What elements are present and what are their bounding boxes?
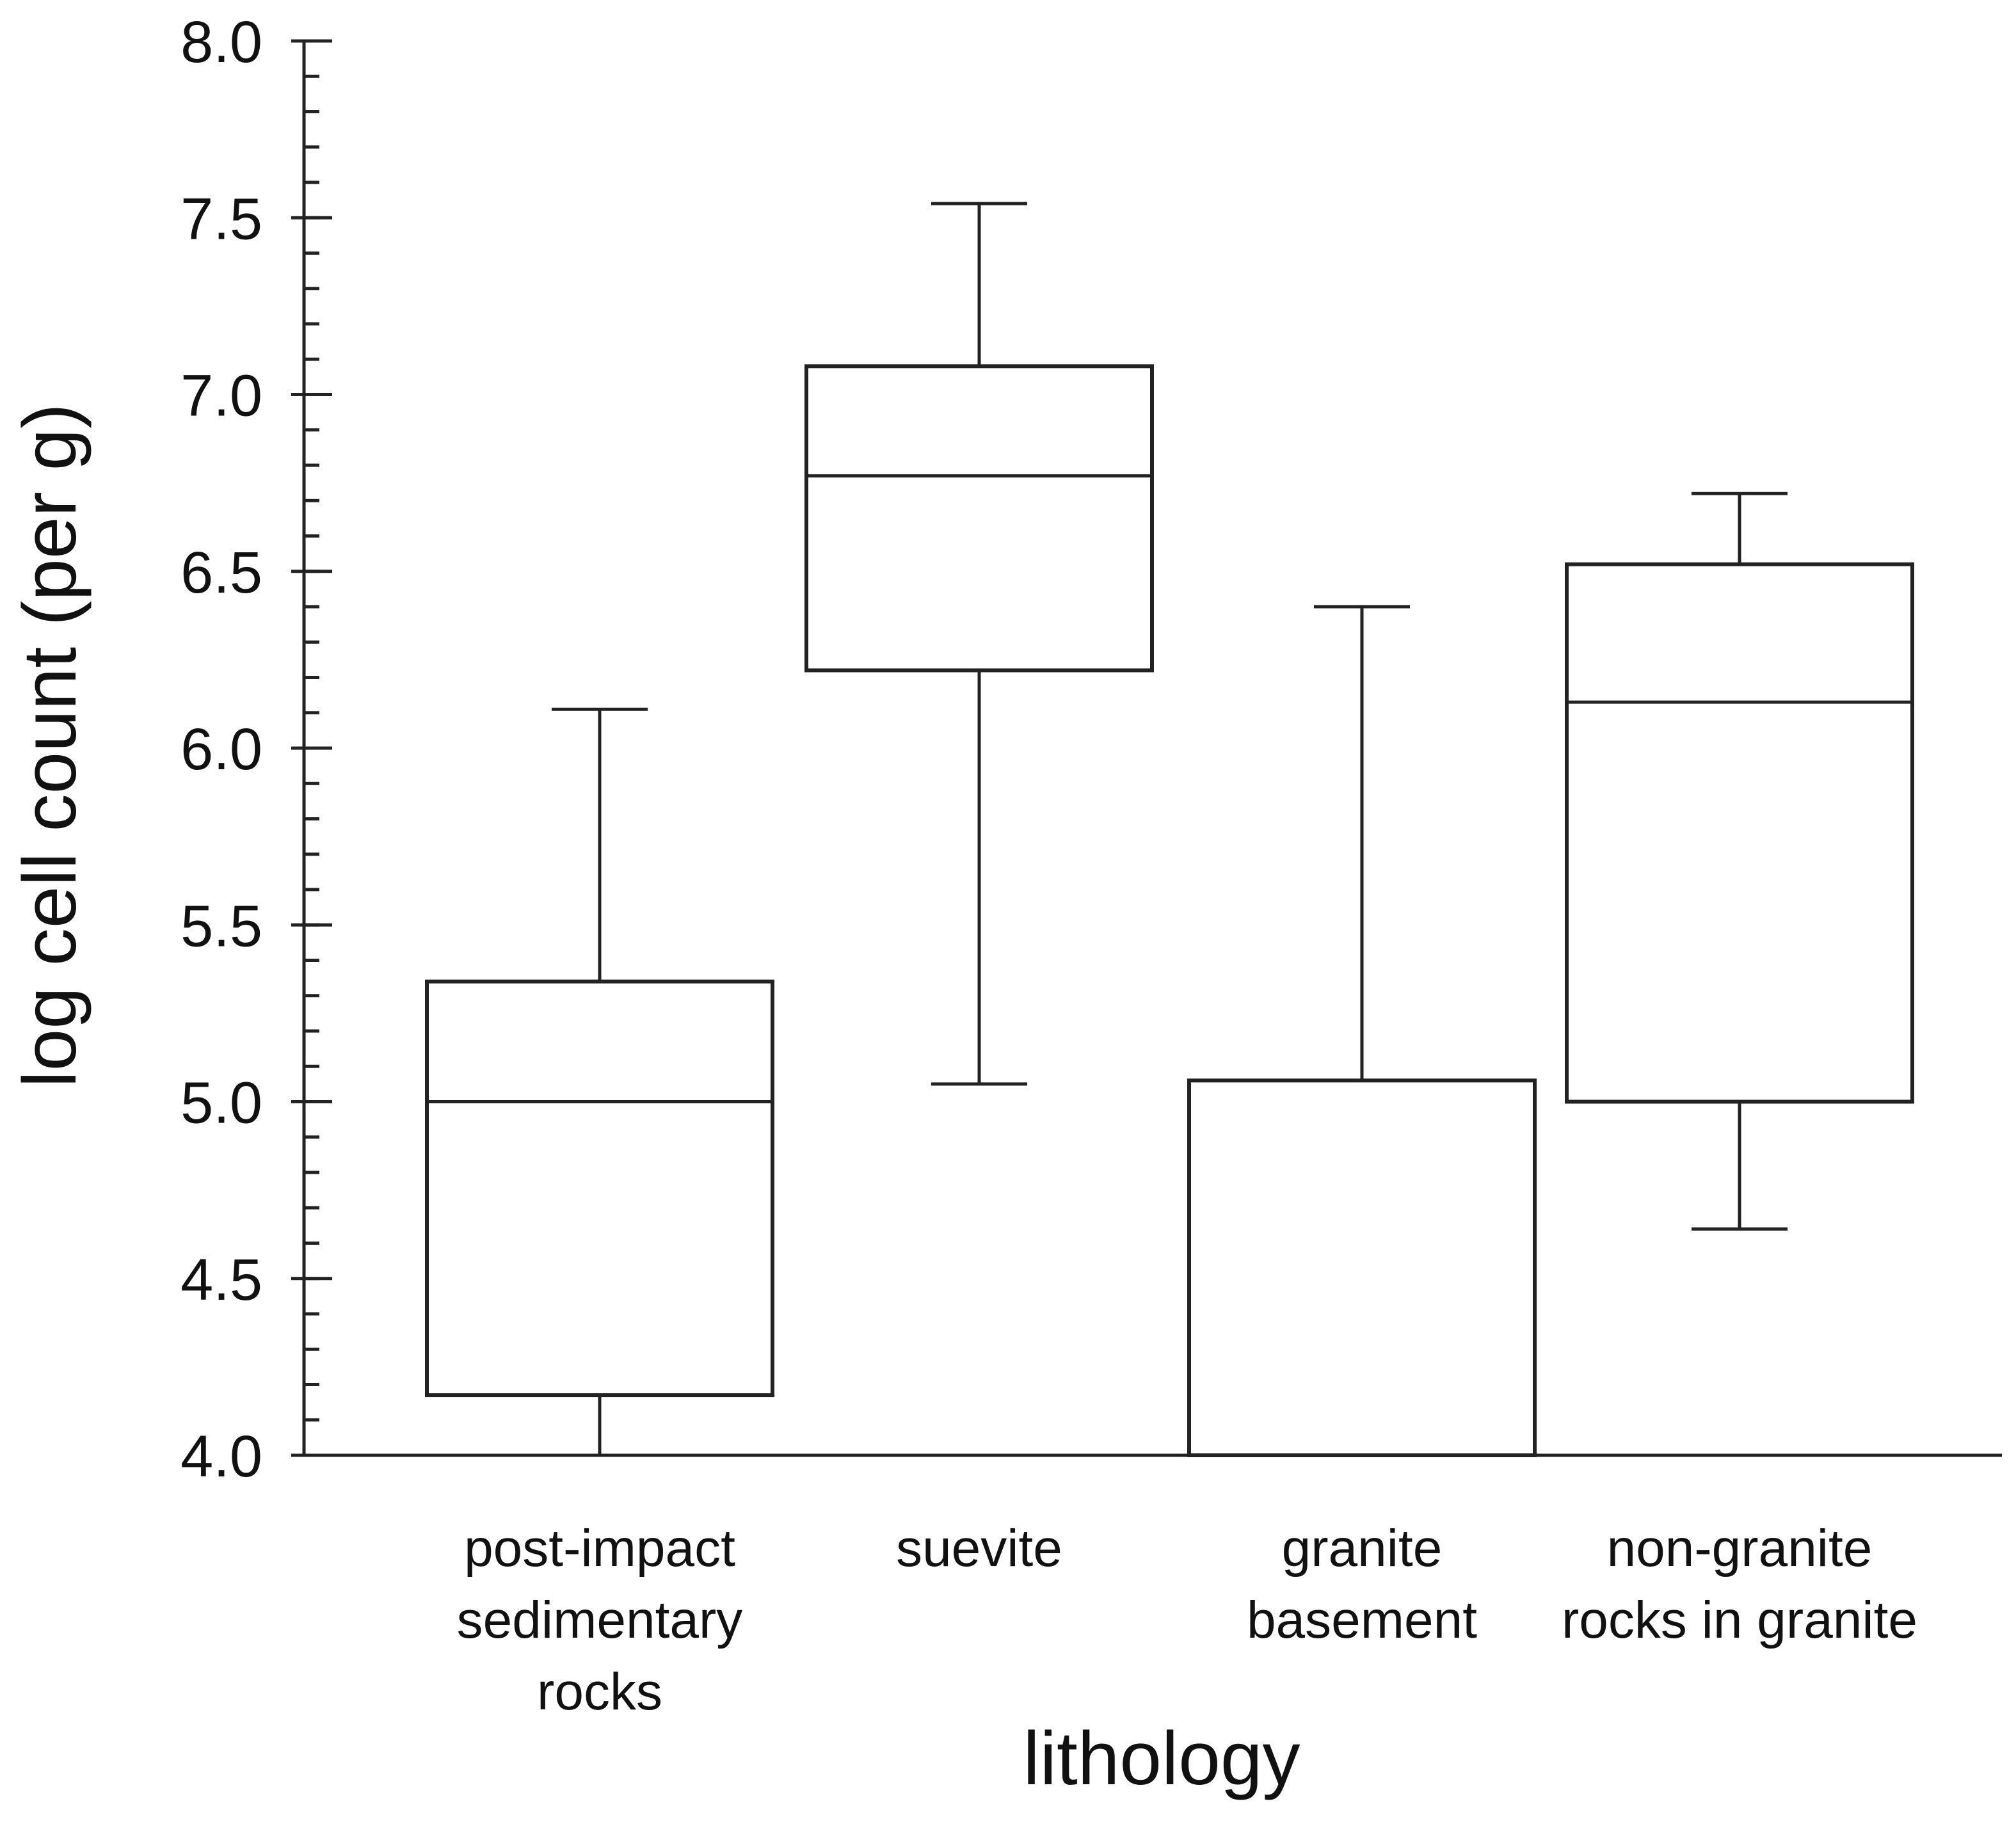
- y-tick-label: 4.0: [180, 1424, 262, 1489]
- box-group: [1565, 491, 1914, 1231]
- box-group: [804, 202, 1154, 1086]
- x-axis-title: lithology: [1023, 1716, 1300, 1801]
- y-tick-label: 4.5: [180, 1247, 262, 1313]
- y-major-ticks: [291, 39, 332, 1457]
- y-tick-label: 7.5: [180, 186, 262, 252]
- x-category-label: sedimentary: [457, 1591, 743, 1649]
- box-group: [425, 707, 774, 1457]
- y-tick-label: 6.0: [180, 717, 262, 782]
- x-category-label: non-granite: [1607, 1519, 1873, 1578]
- x-category-label: rocks: [537, 1663, 662, 1721]
- box-iqr: [804, 364, 1154, 673]
- y-tick-label: 7.0: [180, 364, 262, 429]
- box-iqr: [425, 979, 774, 1398]
- box-iqr: [1565, 562, 1914, 1104]
- x-category-label: suevite: [896, 1519, 1062, 1578]
- box-group: [1187, 605, 1537, 1457]
- x-category-label: rocks in granite: [1562, 1591, 1917, 1649]
- x-category-label: granite: [1282, 1519, 1443, 1578]
- y-tick-label: 6.5: [180, 540, 262, 605]
- y-tick-label: 5.0: [180, 1071, 262, 1136]
- y-tick-label: 5.5: [180, 893, 262, 959]
- x-category-label: basement: [1247, 1591, 1477, 1649]
- y-tick-labels: 4.0 4.5 5.0 5.5 6.0 6.5 7.0 7.5 8.0: [180, 10, 262, 1489]
- box-series: [425, 202, 1914, 1457]
- y-tick-label: 8.0: [180, 10, 262, 75]
- x-category-label: post-impact: [464, 1519, 735, 1578]
- x-category-labels: post-impact sedimentary rocks suevite granit…: [457, 1519, 1917, 1721]
- box-iqr: [1187, 1078, 1537, 1457]
- y-axis-title: log cell count (per g): [8, 403, 92, 1087]
